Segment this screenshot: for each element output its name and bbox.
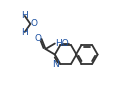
Text: H: H — [21, 28, 28, 37]
Text: HO: HO — [55, 39, 69, 48]
Text: H: H — [21, 11, 28, 20]
Text: O: O — [31, 19, 38, 28]
Text: N: N — [52, 60, 59, 69]
Text: O: O — [34, 34, 41, 43]
